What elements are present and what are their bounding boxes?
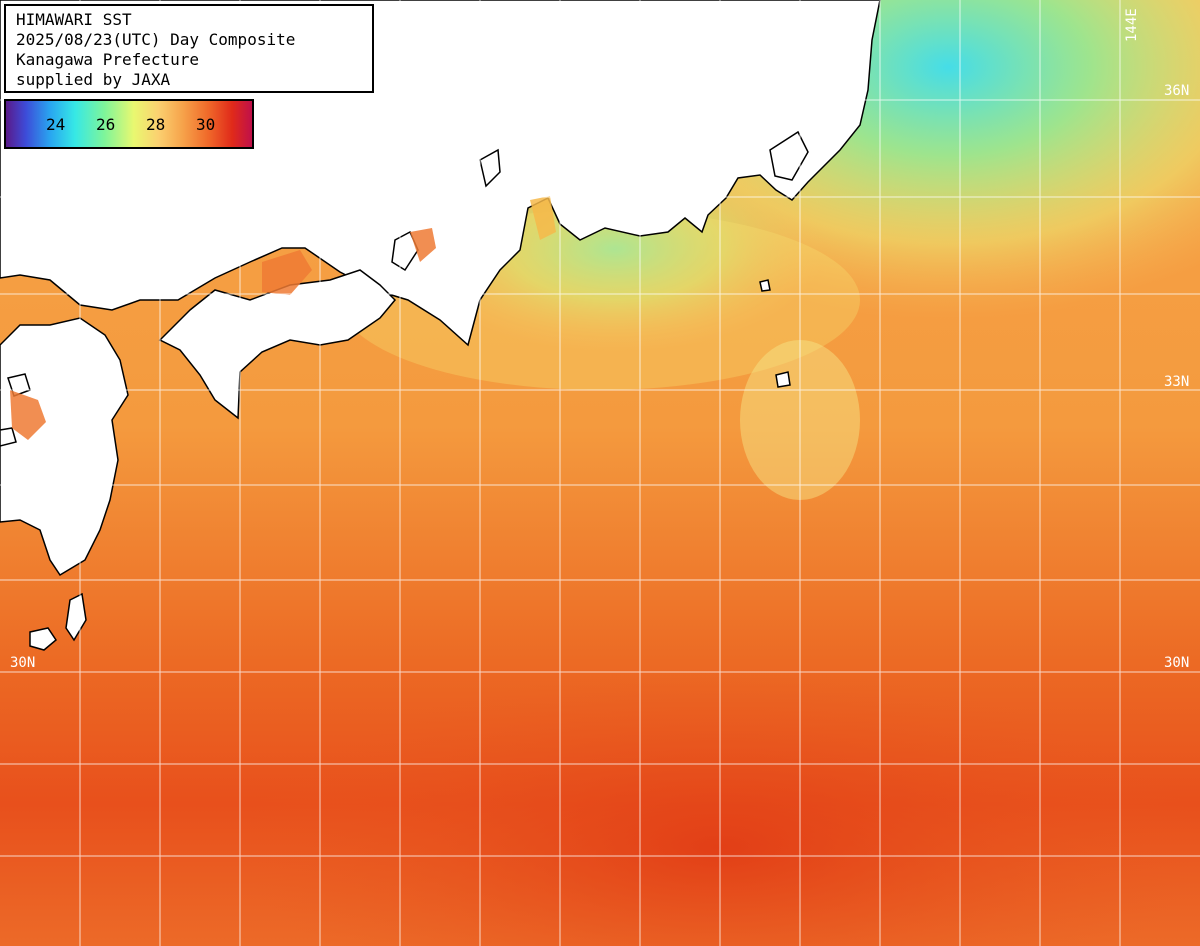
island-awaji <box>391 230 419 272</box>
legend-tick-28: 28 <box>146 115 166 134</box>
legend-tick-26: 26 <box>96 115 116 134</box>
temperature-color-legend: 24 26 28 30 <box>4 99 254 149</box>
island-small-kyushu-w2 <box>0 427 17 447</box>
lat-label-30n-left: 30N <box>10 655 35 671</box>
island-south-kyushu <box>29 627 57 651</box>
lat-label-30n-right: 30N <box>1164 655 1189 671</box>
island-sado-like <box>479 148 501 188</box>
info-box: HIMAWARI SST 2025/08/23(UTC) Day Composi… <box>4 4 374 93</box>
island-izu-1 <box>775 371 791 388</box>
legend-tick-24: 24 <box>46 115 66 134</box>
composite-date: 2025/08/23(UTC) Day Composite <box>16 30 296 49</box>
prefecture-label: Kanagawa Prefecture <box>16 50 200 69</box>
lon-label-136e: 136E <box>484 8 500 42</box>
coastal-warm-patches <box>10 196 556 440</box>
supplier-label: supplied by JAXA <box>16 70 171 89</box>
lat-label-36n-right: 36N <box>1164 83 1189 99</box>
lat-label-33n-right: 33N <box>1164 374 1189 390</box>
legend-tick-30: 30 <box>196 115 216 134</box>
grid-labels: 136E 144E 36N 33N 30N 30N <box>10 8 1189 671</box>
island-izu-2 <box>759 279 771 292</box>
kyushu-island <box>0 317 129 577</box>
lon-label-144e: 144E <box>1124 8 1140 42</box>
product-title: HIMAWARI SST <box>16 10 132 29</box>
